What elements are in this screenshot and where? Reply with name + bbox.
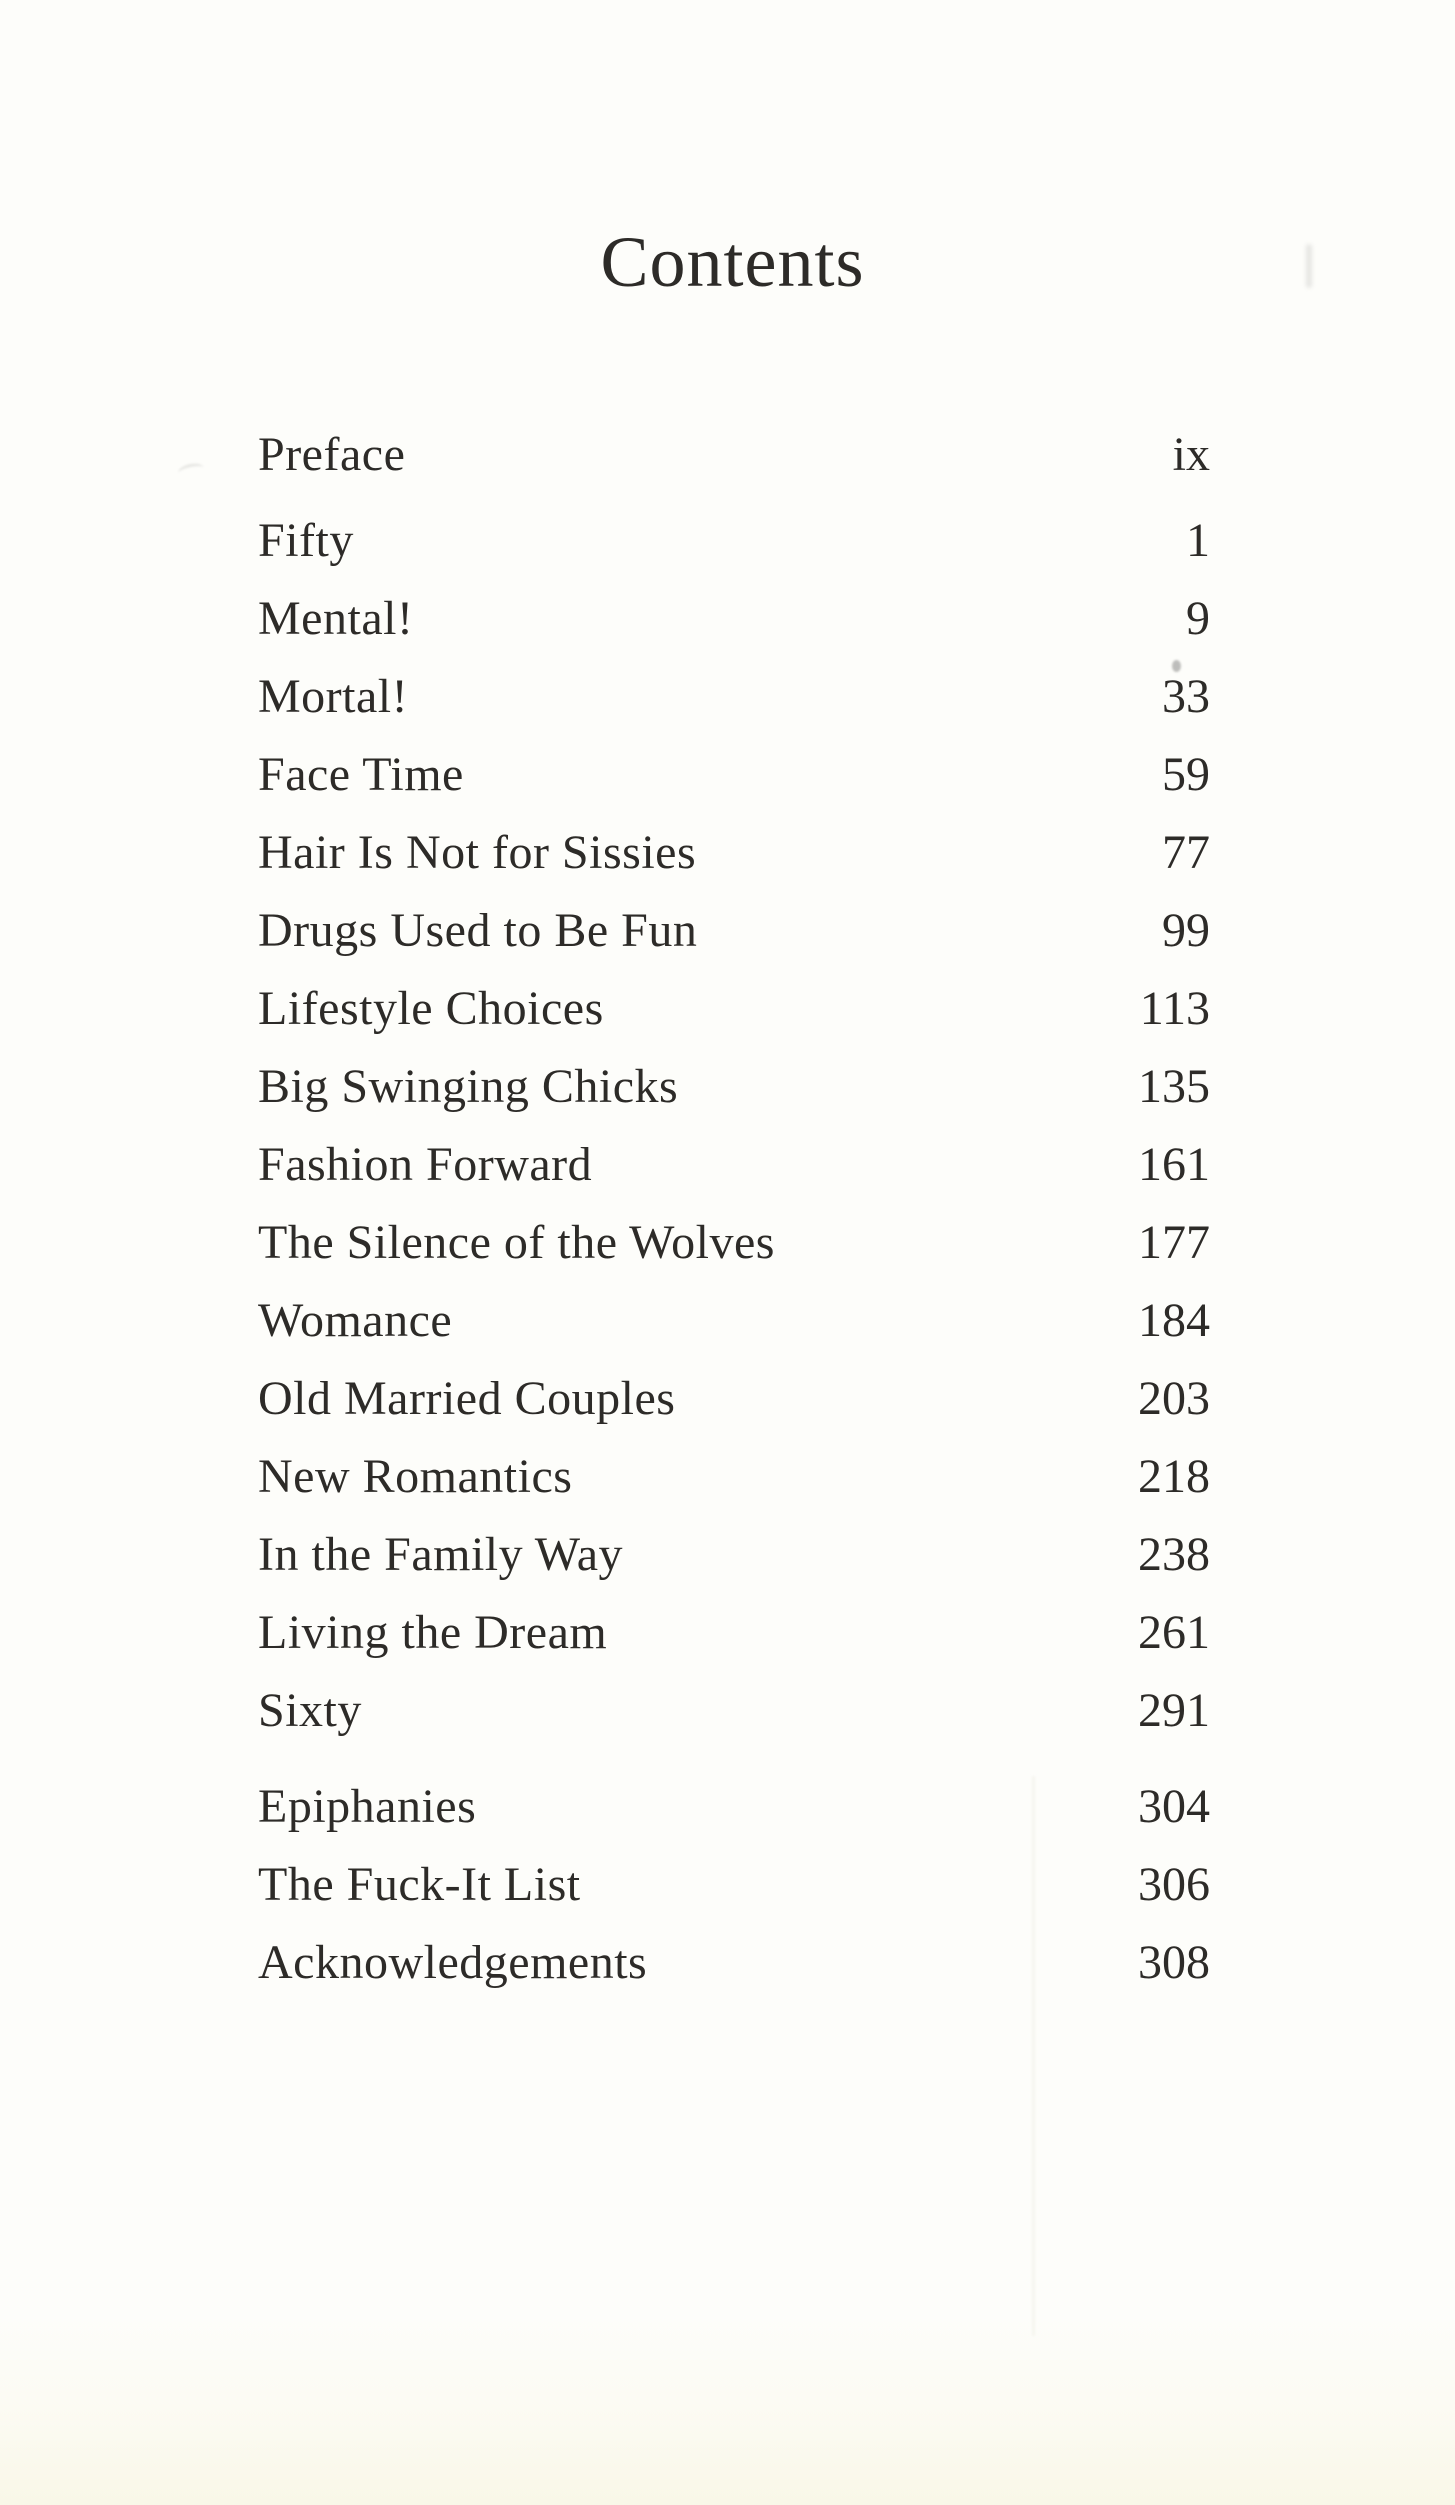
chapter-title: Acknowledgements bbox=[258, 1936, 648, 1989]
page-number: 261 bbox=[1138, 1606, 1210, 1659]
scan-crease-artifact bbox=[1032, 1776, 1035, 2336]
page-number: 9 bbox=[1186, 592, 1210, 645]
chapter-title: The Silence of the Wolves bbox=[258, 1216, 775, 1269]
page-number: ix bbox=[1172, 428, 1210, 481]
chapter-title: Fashion Forward bbox=[258, 1138, 593, 1191]
chapter-title: New Romantics bbox=[258, 1450, 573, 1503]
toc-row: Epiphanies 304 bbox=[258, 1782, 1210, 1832]
chapter-title: Sixty bbox=[258, 1684, 362, 1737]
page-number: 291 bbox=[1138, 1684, 1210, 1737]
toc-row: Big Swinging Chicks 135 bbox=[258, 1062, 1210, 1112]
chapter-title: Old Married Couples bbox=[258, 1372, 676, 1425]
toc-group-back-matter: Epiphanies 304 The Fuck-It List 306 Acknowle… bbox=[258, 1782, 1210, 1988]
toc-row: Preface ix bbox=[258, 430, 1210, 480]
toc-row: Living the Dream 261 bbox=[258, 1608, 1210, 1658]
chapter-title: In the Family Way bbox=[258, 1528, 624, 1581]
toc-row: Old Married Couples 203 bbox=[258, 1374, 1210, 1424]
page-number: 77 bbox=[1162, 826, 1210, 879]
chapter-title: The Fuck-It List bbox=[258, 1858, 581, 1911]
page-number: 203 bbox=[1138, 1372, 1210, 1425]
toc-group-chapters: Fifty 1 Mental! 9 Mortal! 33 Face Time 59 Hair I… bbox=[258, 516, 1210, 1736]
chapter-title: Hair Is Not for Sissies bbox=[258, 826, 697, 879]
toc-row: Acknowledgements 308 bbox=[258, 1938, 1210, 1988]
page-number: 113 bbox=[1139, 982, 1210, 1035]
page-number: 218 bbox=[1138, 1450, 1210, 1503]
scan-speck-artifact bbox=[1172, 660, 1181, 672]
page-number: 308 bbox=[1138, 1936, 1210, 1989]
chapter-title: Mental! bbox=[258, 592, 414, 645]
chapter-title: Preface bbox=[258, 428, 406, 481]
toc-group-front-matter: Preface ix bbox=[258, 430, 1210, 480]
page-number: 304 bbox=[1138, 1780, 1210, 1833]
chapter-title: Mortal! bbox=[258, 670, 409, 723]
chapter-title: Drugs Used to Be Fun bbox=[258, 904, 698, 957]
page-number: 59 bbox=[1162, 748, 1210, 801]
table-of-contents: Preface ix Fifty 1 Mental! 9 Mortal! 33 Face Tim… bbox=[258, 430, 1210, 1988]
toc-row: Mental! 9 bbox=[258, 594, 1210, 644]
toc-row: Hair Is Not for Sissies 77 bbox=[258, 828, 1210, 878]
page-number: 99 bbox=[1162, 904, 1210, 957]
toc-row: Face Time 59 bbox=[258, 750, 1210, 800]
toc-row: Sixty 291 bbox=[258, 1686, 1210, 1736]
page-number: 306 bbox=[1138, 1858, 1210, 1911]
page-number: 184 bbox=[1138, 1294, 1210, 1347]
page-number: 161 bbox=[1138, 1138, 1210, 1191]
chapter-title: Epiphanies bbox=[258, 1780, 477, 1833]
page-number: 135 bbox=[1138, 1060, 1210, 1113]
page-title: Contents bbox=[600, 222, 865, 302]
toc-row: Lifestyle Choices 113 bbox=[258, 984, 1210, 1034]
chapter-title: Womance bbox=[258, 1294, 453, 1347]
toc-row: Drugs Used to Be Fun 99 bbox=[258, 906, 1210, 956]
toc-row: Mortal! 33 bbox=[258, 672, 1210, 722]
page-number: 177 bbox=[1138, 1216, 1210, 1269]
toc-row: Fashion Forward 161 bbox=[258, 1140, 1210, 1190]
chapter-title: Living the Dream bbox=[258, 1606, 608, 1659]
toc-row: The Fuck-It List 306 bbox=[258, 1860, 1210, 1910]
toc-row: Womance 184 bbox=[258, 1296, 1210, 1346]
page-number: 33 bbox=[1162, 670, 1210, 723]
toc-row: In the Family Way 238 bbox=[258, 1530, 1210, 1580]
chapter-title: Fifty bbox=[258, 514, 354, 567]
scan-smudge-artifact bbox=[1306, 244, 1312, 288]
scan-pencil-mark-artifact bbox=[176, 461, 206, 480]
toc-row: New Romantics 218 bbox=[258, 1452, 1210, 1502]
book-page: Contents Preface ix Fifty 1 Mental! 9 Mortal! 3… bbox=[0, 226, 1455, 2505]
chapter-title: Lifestyle Choices bbox=[258, 982, 604, 1035]
page-number: 238 bbox=[1138, 1528, 1210, 1581]
toc-row: Fifty 1 bbox=[258, 516, 1210, 566]
chapter-title: Face Time bbox=[258, 748, 464, 801]
scan-bottom-edge-tint bbox=[0, 2315, 1455, 2505]
toc-row: The Silence of the Wolves 177 bbox=[258, 1218, 1210, 1268]
chapter-title: Big Swinging Chicks bbox=[258, 1060, 679, 1113]
page-number: 1 bbox=[1186, 514, 1210, 567]
